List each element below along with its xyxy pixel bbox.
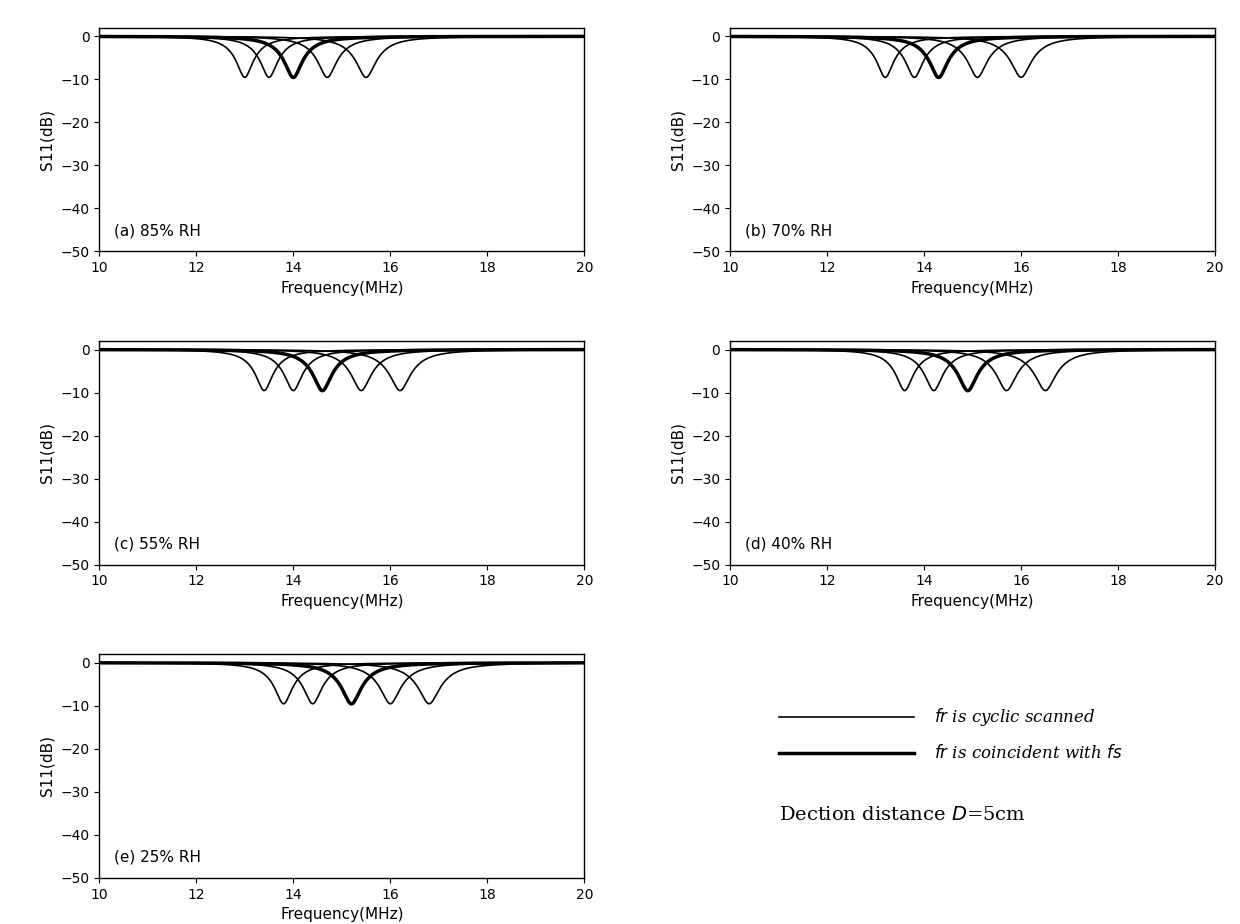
Text: $fr$ is cyclic scanned: $fr$ is cyclic scanned	[934, 706, 1095, 728]
Text: $fr$ is coincident with $fs$: $fr$ is coincident with $fs$	[934, 744, 1122, 761]
Y-axis label: S11(dB): S11(dB)	[40, 109, 55, 170]
X-axis label: Frequency(MHz): Frequency(MHz)	[911, 281, 1034, 296]
Text: (b) 70% RH: (b) 70% RH	[744, 223, 832, 238]
Text: (e) 25% RH: (e) 25% RH	[114, 849, 201, 864]
X-axis label: Frequency(MHz): Frequency(MHz)	[280, 907, 403, 922]
Text: (a) 85% RH: (a) 85% RH	[114, 223, 201, 238]
X-axis label: Frequency(MHz): Frequency(MHz)	[911, 594, 1034, 609]
Y-axis label: S11(dB): S11(dB)	[40, 422, 55, 483]
Text: Dection distance $D$=5cm: Dection distance $D$=5cm	[779, 806, 1025, 824]
Y-axis label: S11(dB): S11(dB)	[671, 422, 686, 483]
Y-axis label: S11(dB): S11(dB)	[40, 736, 55, 796]
Text: (c) 55% RH: (c) 55% RH	[114, 536, 200, 552]
X-axis label: Frequency(MHz): Frequency(MHz)	[280, 281, 403, 296]
Text: (d) 40% RH: (d) 40% RH	[744, 536, 832, 552]
Y-axis label: S11(dB): S11(dB)	[671, 109, 686, 170]
X-axis label: Frequency(MHz): Frequency(MHz)	[280, 594, 403, 609]
